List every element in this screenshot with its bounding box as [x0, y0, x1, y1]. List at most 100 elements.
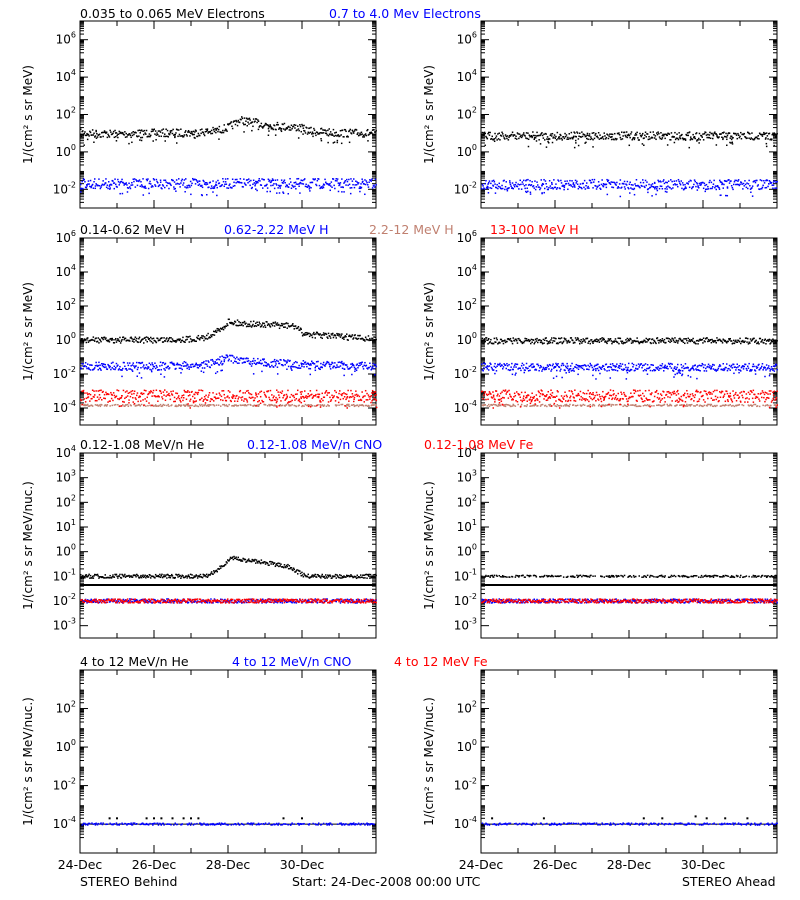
data-point: [346, 407, 348, 409]
data-point: [129, 134, 132, 137]
data-point: [618, 132, 620, 134]
data-point: [578, 366, 580, 368]
data-point: [315, 183, 317, 186]
data-point: [705, 134, 708, 136]
data-point: [771, 133, 773, 136]
data-point: [496, 139, 498, 141]
data-point: [143, 392, 145, 395]
data-point: [155, 178, 158, 181]
data-point: [97, 337, 99, 339]
data-point: [751, 187, 753, 189]
data-point: [188, 391, 190, 393]
data-point: [740, 137, 743, 140]
data-point: [262, 126, 265, 128]
data-point: [482, 134, 484, 137]
data-point: [236, 394, 238, 397]
data-point: [343, 338, 345, 340]
data-point: [104, 182, 107, 184]
data-point: [147, 392, 150, 395]
data-point: [242, 324, 244, 327]
data-point: [668, 338, 671, 340]
data-point: [735, 132, 737, 135]
data-point: [324, 392, 326, 394]
data-point: [221, 355, 223, 357]
data-point: [182, 394, 185, 396]
data-point: [264, 393, 266, 396]
data-point: [654, 341, 657, 344]
data-point: [535, 340, 538, 342]
data-point: [631, 138, 633, 141]
data-point: [203, 134, 206, 137]
data-point: [94, 367, 96, 369]
data-point: [222, 177, 224, 180]
data-point: [543, 133, 545, 136]
data-point: [159, 390, 162, 392]
data-point: [82, 389, 85, 392]
data-point: [734, 340, 736, 343]
data-point: [251, 324, 253, 327]
data-point: [593, 365, 596, 368]
data-point: [260, 390, 263, 393]
data-point: [136, 368, 139, 371]
data-point: [586, 368, 589, 370]
data-point: [116, 339, 118, 342]
data-point: [758, 188, 761, 191]
data-point: [248, 396, 251, 399]
data-point: [251, 129, 253, 132]
data-point: [287, 389, 289, 392]
data-point: [136, 375, 139, 377]
data-point: [536, 131, 538, 134]
data-point: [221, 328, 223, 330]
data-point: [574, 179, 577, 182]
data-point: [326, 394, 328, 396]
data-point: [707, 133, 709, 136]
data-point: [346, 333, 348, 335]
data-point: [311, 181, 314, 184]
data-point: [338, 366, 340, 368]
data-point: [341, 394, 343, 397]
data-point: [547, 138, 549, 141]
data-point: [197, 184, 200, 186]
data-point: [270, 181, 272, 183]
data-point: [365, 404, 368, 407]
data-point: [726, 138, 728, 141]
data-point: [751, 185, 754, 187]
data-point: [541, 368, 544, 371]
data-point: [652, 131, 654, 133]
data-point: [645, 337, 647, 340]
data-point: [620, 138, 622, 141]
data-point: [546, 340, 548, 342]
data-point: [299, 124, 301, 126]
data-point: [515, 338, 517, 341]
data-point: [182, 184, 184, 186]
data-point: [236, 124, 239, 127]
data-point: [194, 404, 197, 406]
data-point: [147, 336, 149, 339]
data-point: [113, 394, 116, 397]
data-point: [190, 193, 192, 196]
data-point: [548, 142, 550, 144]
data-point: [107, 363, 109, 366]
data-point: [274, 361, 277, 363]
data-point: [158, 135, 160, 137]
data-point: [327, 401, 330, 403]
data-point: [583, 134, 586, 136]
data-point: [667, 185, 669, 187]
data-point: [323, 184, 326, 186]
data-point: [105, 366, 107, 368]
data-point: [193, 136, 196, 139]
data-point: [313, 333, 316, 336]
data-point: [730, 138, 733, 141]
data-point: [152, 185, 154, 188]
data-point: [557, 137, 559, 140]
data-point: [537, 341, 539, 344]
data-point: [628, 339, 631, 342]
data-point: [320, 398, 323, 400]
data-point: [189, 398, 192, 401]
data-point: [156, 180, 158, 183]
data-point: [536, 337, 538, 340]
data-point: [515, 181, 517, 184]
data-point: [528, 183, 531, 186]
data-point: [637, 341, 640, 343]
data-point: [360, 186, 363, 189]
